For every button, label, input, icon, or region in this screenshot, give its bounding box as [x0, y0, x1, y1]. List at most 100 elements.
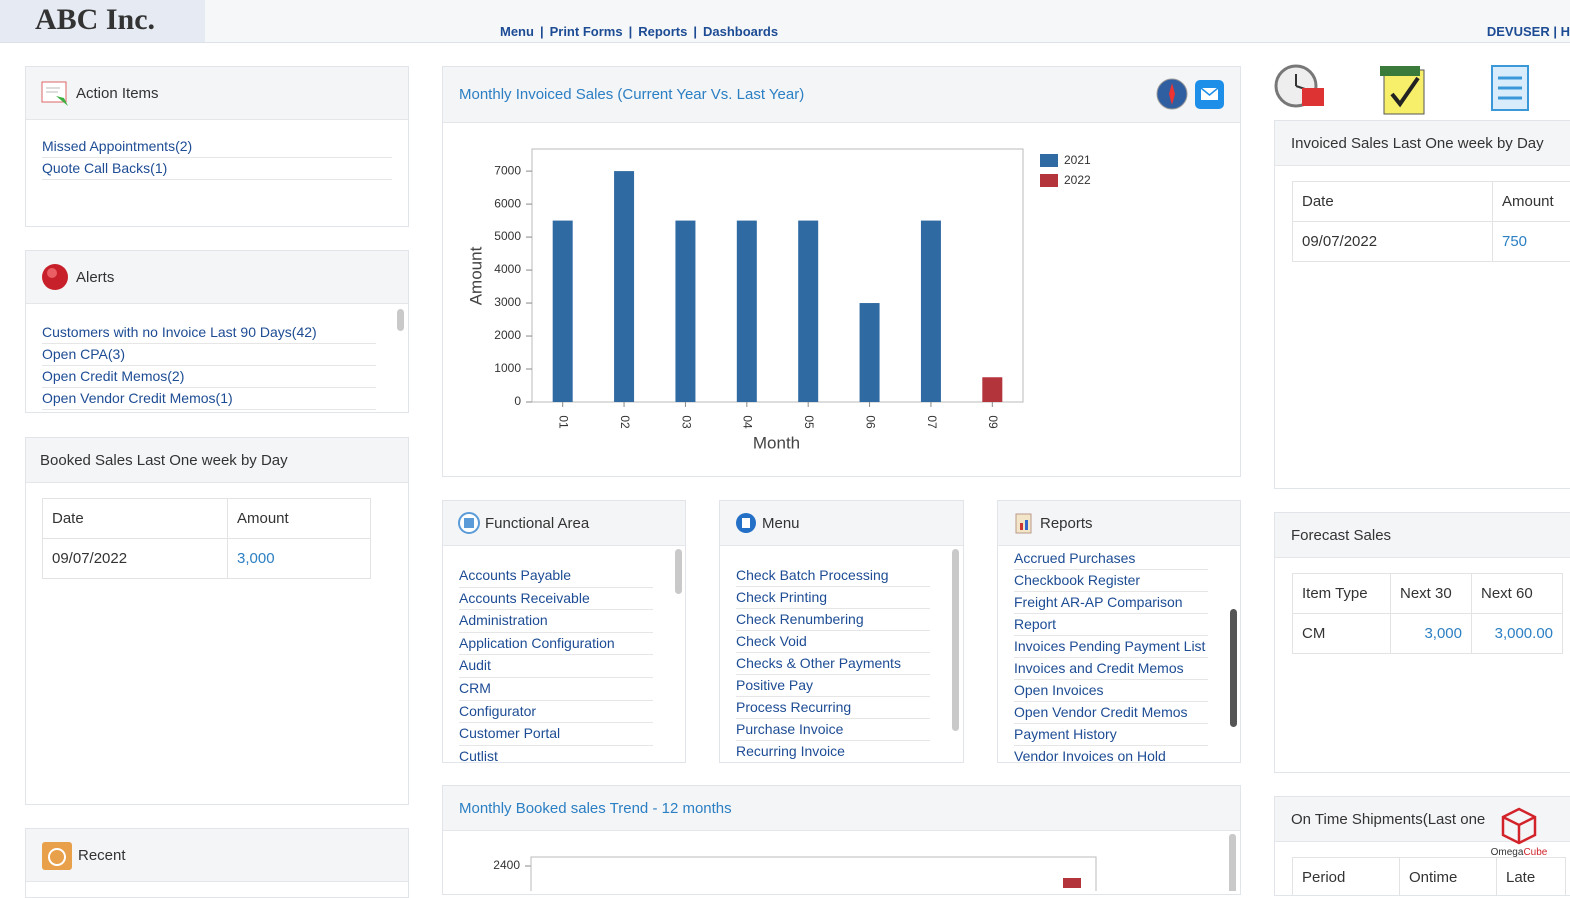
panel-header: Alerts [26, 251, 408, 304]
list-link[interactable]: Payment History [1014, 724, 1208, 746]
scrollbar[interactable] [952, 549, 959, 731]
list-link[interactable]: Process Recurring [736, 697, 930, 719]
header-cell: Next 60 [1472, 574, 1563, 614]
nav-link[interactable]: Print Forms [550, 24, 623, 39]
list-link[interactable]: Open Credit Memos(2) [42, 366, 376, 388]
list-icon[interactable] [1492, 66, 1528, 110]
list-link[interactable]: Administration [459, 610, 653, 633]
list-link[interactable]: Check Renumbering [736, 609, 930, 631]
list-link[interactable]: Accrued Purchases [1014, 548, 1208, 570]
header-cell: Date [1293, 182, 1493, 222]
recent-panel: Recent [25, 828, 409, 898]
panel-title: Reports [1040, 515, 1093, 532]
header-cell: Item Type [1293, 574, 1391, 614]
list-link[interactable]: Checkbook Register [1014, 570, 1208, 592]
panel-title: On Time Shipments(Last one [1291, 811, 1485, 828]
list-link[interactable]: Purchase Invoice [736, 719, 930, 741]
x-tick-label: 09 [986, 415, 1000, 429]
list-link[interactable]: Vendor Invoices on Hold [1014, 746, 1208, 763]
list-link[interactable]: Check Void [736, 631, 930, 653]
list-link[interactable]: Invoices and Credit Memos [1014, 658, 1208, 680]
list-link[interactable]: Accounts Payable [459, 565, 653, 588]
list-link[interactable]: Open Invoices [1014, 680, 1208, 702]
panel-header: Monthly Booked sales Trend - 12 months [443, 786, 1240, 831]
x-tick-label: 05 [802, 415, 816, 429]
list-link[interactable]: Positive Pay [736, 675, 930, 697]
alert-icon [40, 262, 72, 292]
list-link[interactable]: Open CPA(3) [42, 344, 376, 366]
list-link[interactable]: Freight AR-AP Comparison [1014, 592, 1208, 614]
user-tail: | H [1553, 24, 1570, 39]
list-link[interactable]: Check Batch Processing [736, 565, 930, 587]
bar [737, 221, 757, 402]
list-link[interactable]: Audit [459, 655, 653, 678]
checklist-icon[interactable] [1380, 66, 1424, 114]
x-axis-label: Month [753, 433, 800, 452]
legend-label: 2021 [1064, 153, 1091, 167]
list-link[interactable]: Open Vendor Credit Memos [1014, 702, 1208, 724]
list-link[interactable]: Customer Portal [459, 723, 653, 746]
list-link[interactable]: Open Vendor Credit Memos(1) [42, 388, 376, 410]
header-cell: Amount [228, 499, 371, 539]
list-link[interactable]: Configurator [459, 701, 653, 724]
scrollbar[interactable] [675, 549, 682, 594]
panel-title: Forecast Sales [1291, 527, 1391, 544]
scrollbar[interactable] [397, 309, 404, 331]
list-link[interactable]: Check Printing [736, 587, 930, 609]
list-link[interactable]: Invoices Pending Payment List [1014, 636, 1208, 658]
table-cell: 09/07/2022 [1293, 222, 1493, 262]
table-cell[interactable]: 3,000.00 [1472, 614, 1563, 654]
list-link[interactable]: Checks & Other Payments [736, 653, 930, 675]
y-tick-label: 6000 [494, 196, 521, 210]
panel-title: Functional Area [485, 515, 589, 532]
table-cell[interactable]: 3,000 [1391, 614, 1472, 654]
scrollbar[interactable] [1229, 834, 1236, 891]
table-cell[interactable]: 3,000 [228, 539, 371, 579]
clock-icon[interactable] [1276, 66, 1324, 106]
recent-icon [40, 838, 74, 872]
bar [982, 377, 1002, 402]
list-link[interactable]: Application Configuration [459, 633, 653, 656]
list-link[interactable]: Cutlist [459, 746, 653, 763]
list-link[interactable]: Quote Call Backs(1) [42, 158, 392, 180]
scrollbar[interactable] [1230, 609, 1237, 727]
header-cell: Date [43, 499, 228, 539]
panel-header: Action Items [26, 67, 408, 120]
list-link[interactable]: Customers with no Invoice Last 90 Days(4… [42, 322, 376, 344]
user-name[interactable]: DEVUSER [1487, 24, 1550, 39]
list-link[interactable]: Accounts Receivable [459, 588, 653, 611]
bar [798, 221, 818, 402]
list-link[interactable]: Recurring Invoice [736, 741, 930, 763]
booked-trend-panel: Monthly Booked sales Trend - 12 months 2… [442, 785, 1241, 895]
list-link[interactable]: Report [1014, 614, 1208, 636]
header-cell: Ontime [1400, 858, 1497, 897]
table-cell[interactable]: 750 [1493, 222, 1570, 262]
y-tick-label: 7000 [494, 163, 521, 177]
x-tick-label: 03 [679, 415, 693, 429]
header-cell: Amount [1493, 182, 1570, 222]
nav-link[interactable]: Reports [638, 24, 687, 39]
reports-icon [1012, 511, 1036, 535]
list-link[interactable]: CRM [459, 678, 653, 701]
y-tick-label: 4000 [494, 262, 521, 276]
nav-link[interactable]: Dashboards [703, 24, 778, 39]
x-tick-label: 04 [741, 415, 755, 429]
list-link[interactable]: Missed Appointments(2) [42, 136, 392, 158]
nav-link[interactable]: Menu [500, 24, 534, 39]
x-tick-label: 01 [557, 415, 571, 429]
panel-title: Invoiced Sales Last One week by Day [1291, 135, 1544, 152]
panel-header: Reports [998, 501, 1240, 546]
menu-icon [734, 511, 758, 535]
header-cell: Late [1497, 858, 1566, 897]
logo[interactable]: ABC Inc. [0, 0, 205, 42]
legend-swatch [1040, 174, 1058, 187]
